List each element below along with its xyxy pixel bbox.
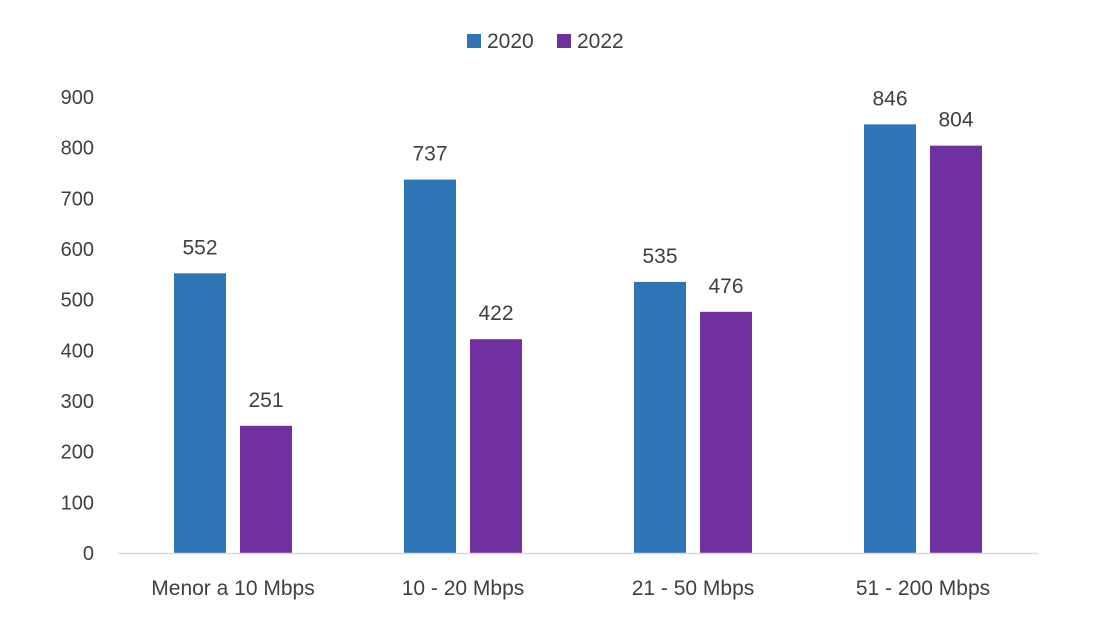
bars: 552 251 737 422 535 476 846 804 [174, 87, 982, 554]
data-label: 422 [478, 302, 513, 325]
legend-swatch-2022 [557, 34, 571, 48]
x-axis: Menor a 10 Mbps 10 - 20 Mbps 21 - 50 Mbps 5… [118, 552, 1038, 600]
data-label: 737 [412, 143, 447, 166]
y-tick-label: 600 [61, 239, 94, 261]
bar-2020 [864, 124, 916, 554]
legend-label: 2020 [487, 30, 534, 53]
legend-swatch-2020 [467, 34, 481, 48]
legend-label: 2022 [577, 30, 624, 53]
data-label: 846 [872, 87, 907, 110]
bar-2022 [470, 339, 522, 553]
y-tick-label: 500 [61, 290, 94, 312]
y-tick-label: 800 [61, 138, 94, 160]
bar-2020 [174, 273, 226, 553]
y-tick-label: 300 [61, 391, 94, 413]
bar-2022 [700, 311, 752, 553]
data-label: 804 [938, 109, 973, 132]
bar-2022 [240, 425, 292, 553]
data-label: 535 [642, 245, 677, 268]
y-tick-label: 900 [61, 87, 94, 109]
bar-2020 [634, 281, 686, 553]
x-tick-label: 51 - 200 Mbps [856, 577, 990, 600]
data-label: 251 [248, 389, 283, 412]
y-tick-label: 100 [61, 492, 94, 514]
bar-2022 [930, 145, 982, 553]
y-tick-label: 400 [61, 340, 94, 362]
data-label: 552 [182, 236, 217, 259]
y-tick-label: 200 [61, 442, 94, 464]
legend: 2020 2022 [467, 30, 624, 53]
x-tick-label: 10 - 20 Mbps [402, 577, 525, 600]
bar-2020 [404, 179, 456, 553]
y-tick-label: 700 [61, 188, 94, 210]
x-tick-label: Menor a 10 Mbps [151, 577, 314, 600]
data-label: 476 [708, 275, 743, 298]
x-tick-label: 21 - 50 Mbps [632, 577, 755, 600]
y-tick-label: 0 [83, 543, 94, 565]
y-axis: 0 100 200 300 400 500 600 700 800 900 [61, 87, 94, 565]
